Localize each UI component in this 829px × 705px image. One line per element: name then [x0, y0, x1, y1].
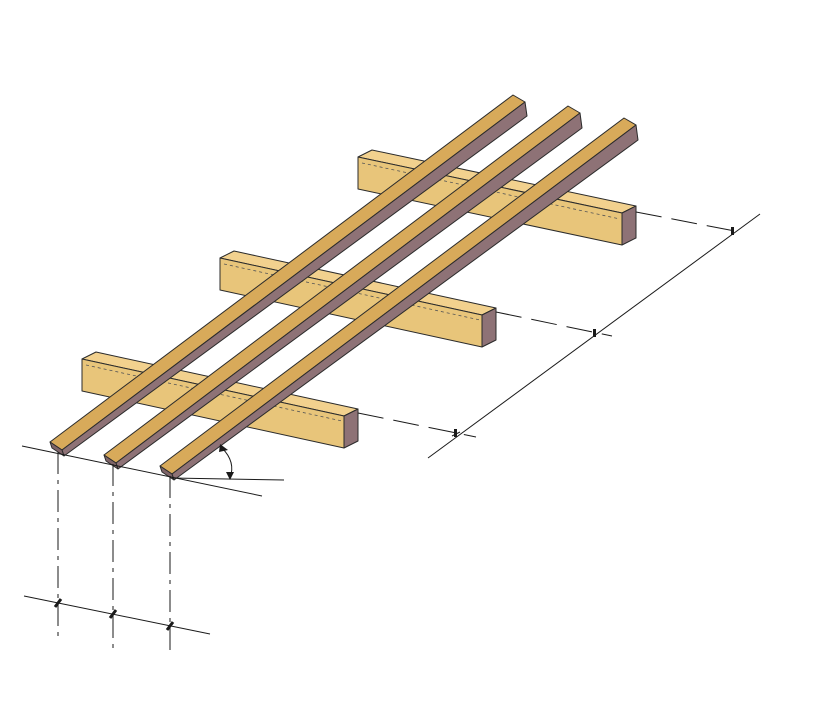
dimension-tick — [108, 609, 118, 619]
rafter-2 — [103, 105, 583, 470]
dimension-tick — [454, 429, 457, 437]
purlin-spacing-dimension — [357, 211, 761, 459]
rafter-spacing-dimension — [23, 452, 211, 656]
dimension-tick — [731, 227, 734, 235]
dimension-tick — [53, 598, 63, 608]
rafter-1 — [49, 94, 528, 457]
angle-arrow-icon — [226, 472, 234, 480]
pitch-angle-indicator — [21, 444, 285, 497]
dimension-tick — [165, 621, 175, 631]
angle-arrow-icon — [219, 444, 228, 452]
dimension-tick — [593, 329, 596, 337]
